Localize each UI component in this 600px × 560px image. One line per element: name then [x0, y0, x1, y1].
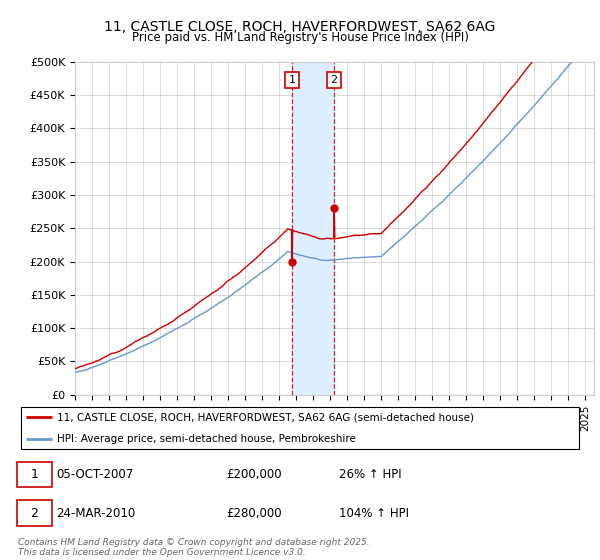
Text: £280,000: £280,000 — [227, 507, 283, 520]
FancyBboxPatch shape — [21, 407, 579, 449]
Text: 1: 1 — [31, 468, 38, 481]
Text: Price paid vs. HM Land Registry's House Price Index (HPI): Price paid vs. HM Land Registry's House … — [131, 31, 469, 44]
Text: 26% ↑ HPI: 26% ↑ HPI — [340, 468, 402, 481]
Text: 2: 2 — [31, 507, 38, 520]
Text: Contains HM Land Registry data © Crown copyright and database right 2025.
This d: Contains HM Land Registry data © Crown c… — [18, 538, 370, 557]
Text: 1: 1 — [289, 75, 295, 85]
Text: 24-MAR-2010: 24-MAR-2010 — [56, 507, 136, 520]
Text: £200,000: £200,000 — [227, 468, 283, 481]
Text: 2: 2 — [331, 75, 338, 85]
Bar — [292, 62, 334, 395]
Text: 05-OCT-2007: 05-OCT-2007 — [56, 468, 134, 481]
FancyBboxPatch shape — [17, 461, 52, 487]
Text: HPI: Average price, semi-detached house, Pembrokeshire: HPI: Average price, semi-detached house,… — [58, 435, 356, 444]
Text: 11, CASTLE CLOSE, ROCH, HAVERFORDWEST, SA62 6AG: 11, CASTLE CLOSE, ROCH, HAVERFORDWEST, S… — [104, 20, 496, 34]
Text: 104% ↑ HPI: 104% ↑ HPI — [340, 507, 409, 520]
FancyBboxPatch shape — [17, 500, 52, 526]
Text: 11, CASTLE CLOSE, ROCH, HAVERFORDWEST, SA62 6AG (semi-detached house): 11, CASTLE CLOSE, ROCH, HAVERFORDWEST, S… — [58, 412, 475, 422]
